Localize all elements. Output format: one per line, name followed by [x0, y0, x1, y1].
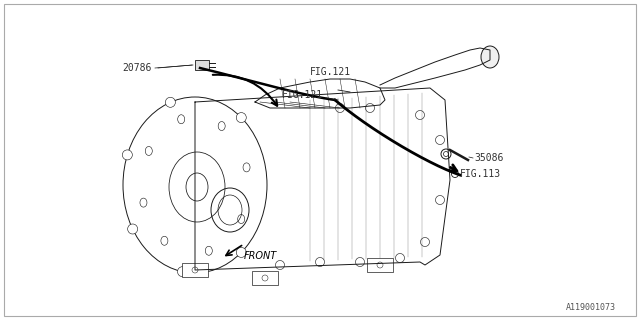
Ellipse shape: [451, 171, 458, 178]
Ellipse shape: [365, 103, 374, 113]
Ellipse shape: [316, 258, 324, 267]
Ellipse shape: [236, 113, 246, 123]
Ellipse shape: [396, 253, 404, 262]
Ellipse shape: [435, 135, 445, 145]
Ellipse shape: [236, 247, 246, 257]
Ellipse shape: [435, 196, 445, 204]
Ellipse shape: [420, 237, 429, 246]
Ellipse shape: [122, 150, 132, 160]
Text: FIG.121: FIG.121: [282, 90, 323, 100]
Ellipse shape: [335, 103, 344, 113]
FancyBboxPatch shape: [367, 258, 393, 272]
Text: FIG.113: FIG.113: [460, 169, 501, 179]
Ellipse shape: [127, 224, 138, 234]
Ellipse shape: [355, 258, 365, 267]
FancyBboxPatch shape: [182, 263, 208, 277]
Text: 35086: 35086: [474, 153, 504, 163]
FancyBboxPatch shape: [252, 271, 278, 285]
Text: 20786: 20786: [123, 63, 152, 73]
Ellipse shape: [165, 97, 175, 107]
Ellipse shape: [441, 149, 451, 159]
Ellipse shape: [275, 260, 285, 269]
Ellipse shape: [177, 267, 188, 277]
Ellipse shape: [415, 110, 424, 119]
Bar: [195, 60, 209, 70]
Ellipse shape: [481, 46, 499, 68]
Text: A119001073: A119001073: [566, 303, 616, 313]
Text: FRONT: FRONT: [244, 251, 277, 261]
Text: FIG.121: FIG.121: [310, 67, 351, 77]
